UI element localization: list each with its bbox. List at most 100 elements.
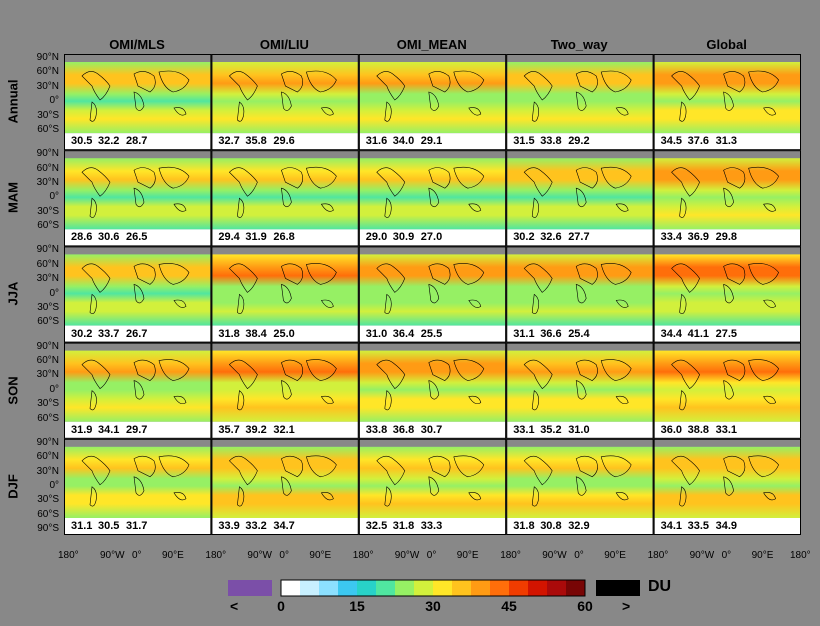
row-label: SON: [5, 376, 21, 405]
zonal-mean-value: 36.9: [687, 231, 710, 244]
zonal-mean-value: 31.8: [218, 327, 240, 340]
coastline-icon: [523, 359, 632, 411]
longitude-label: 180°: [205, 550, 227, 561]
panel-frame: [506, 246, 654, 343]
zonal-mean-value: 31.0: [365, 327, 388, 340]
colorbar-tick-label: 0: [277, 598, 285, 614]
panel-frame: [358, 54, 507, 151]
zonal-mean-value: 27.0: [420, 231, 443, 244]
ozone-field: [65, 350, 211, 422]
row-label: DJF: [5, 474, 21, 499]
latitude-label: 60°N: [36, 66, 59, 78]
coastline-icon: [81, 263, 190, 315]
colorbar-swatch: [395, 580, 415, 596]
coastline-icon: [523, 166, 632, 218]
panel-frame: [358, 438, 507, 535]
zonal-mean-value: 34.5: [660, 135, 683, 148]
latitude-label: 0°: [49, 287, 59, 299]
zonal-mean-value: 33.9: [218, 520, 240, 532]
ozone-field: [359, 350, 506, 422]
zonal-mean-value: 31.9: [245, 231, 267, 244]
zonal-mean-value: 33.8: [365, 423, 388, 436]
latitude-label: 60°N: [36, 162, 59, 174]
colorbar-swatch: [509, 580, 529, 596]
longitude-label: 90°E: [456, 550, 479, 561]
ozone-field: [212, 62, 358, 134]
longitude-label: 90°E: [309, 550, 332, 561]
colorbar-under: [228, 580, 272, 596]
map-panel: [506, 54, 654, 151]
latitude-label: 0°: [49, 383, 59, 395]
coastline-icon: [81, 70, 190, 122]
longitude-label: 90°W: [542, 550, 567, 561]
longitude-label: 0°: [132, 550, 142, 561]
colorbar-over-label: >: [622, 598, 631, 614]
longitude-label: 90°W: [394, 550, 420, 561]
ozone-field: [212, 446, 358, 518]
zonal-mean-value: 34.4: [660, 327, 683, 340]
panel-frame: [211, 246, 359, 343]
zonal-mean-strip: [359, 517, 506, 535]
zonal-mean-strip: [654, 325, 800, 343]
panel-frame: [64, 342, 212, 439]
panel-frame: [653, 342, 801, 439]
longitude-label: 180°: [500, 550, 521, 561]
coastline-icon: [523, 455, 632, 507]
latitude-label: 90°N: [36, 52, 59, 63]
coastline-icon: [376, 455, 485, 507]
zonal-mean-value: 27.5: [715, 327, 738, 340]
panel-frame: [653, 246, 801, 343]
map-panel: [64, 438, 212, 535]
coastline-icon: [228, 166, 337, 218]
zonal-mean-value: 33.1: [513, 423, 535, 436]
zonal-mean-strip: [65, 421, 211, 439]
zonal-mean-value: 36.6: [540, 327, 562, 340]
zonal-mean-strip: [212, 229, 358, 247]
zonal-mean-value: 31.5: [513, 135, 535, 148]
latitude-label: 60°N: [36, 258, 59, 270]
panel-frame: [211, 54, 359, 151]
panel-frame: [64, 246, 212, 343]
coastline-icon: [523, 70, 632, 122]
latitude-label: 0°: [49, 480, 59, 491]
zonal-mean-value: 34.7: [273, 520, 295, 532]
latitude-label: 30°S: [37, 494, 59, 506]
zonal-mean-value: 31.8: [392, 520, 415, 532]
zonal-mean-value: 33.2: [245, 520, 267, 532]
coastline-icon: [376, 70, 485, 122]
coastline-icon: [81, 455, 190, 507]
map-panel: [211, 150, 359, 247]
colorbar-tick-label: 45: [501, 598, 517, 614]
zonal-mean-value: 31.9: [71, 423, 93, 436]
ozone-field: [507, 446, 653, 518]
latitude-label: 30°N: [36, 465, 59, 477]
zonal-mean-strip: [212, 133, 358, 151]
zonal-mean-value: 30.9: [392, 231, 415, 244]
longitude-label: 0°: [721, 550, 732, 561]
zonal-mean-value: 30.5: [71, 135, 93, 148]
panel-frame: [653, 150, 801, 247]
zonal-mean-value: 26.5: [126, 231, 148, 244]
colorbar-tick-label: 15: [349, 598, 365, 614]
longitude-label: 180°: [647, 550, 669, 561]
latitude-label: 30°S: [37, 109, 59, 121]
colorbar-swatch: [452, 580, 472, 596]
zonal-mean-value: 25.4: [568, 327, 590, 340]
ozone-field: [359, 446, 506, 518]
longitude-label: 90°E: [751, 550, 774, 561]
ozone-field: [654, 254, 800, 326]
longitude-label: 90°W: [247, 550, 272, 561]
zonal-mean-value: 25.0: [273, 327, 295, 340]
panel-frame: [506, 342, 654, 439]
coastline-icon: [376, 263, 485, 315]
ozone-field: [65, 254, 211, 326]
zonal-mean-value: 38.8: [687, 423, 710, 436]
zonal-mean-value: 31.1: [513, 327, 535, 340]
zonal-mean-value: 31.8: [513, 520, 535, 532]
map-panel: [358, 150, 507, 247]
panel-frame: [506, 54, 654, 151]
latitude-label: 60°S: [37, 412, 59, 424]
zonal-mean-value: 32.6: [540, 231, 562, 244]
panel-frame: [64, 150, 212, 247]
